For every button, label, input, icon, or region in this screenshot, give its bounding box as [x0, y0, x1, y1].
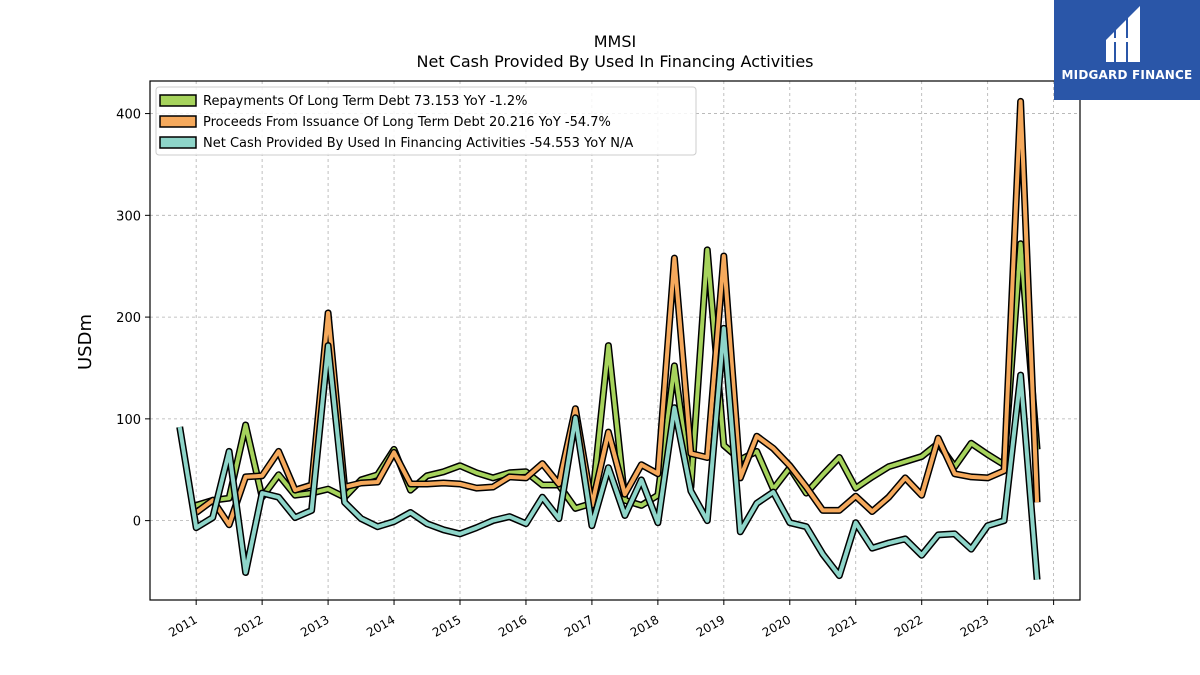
x-tick-label: 2018 [628, 612, 661, 639]
legend-label-1: Proceeds From Issuance Of Long Term Debt… [203, 115, 611, 130]
x-tick-label: 2016 [496, 612, 529, 639]
legend-swatch-2 [159, 136, 197, 149]
x-tick-label: 2013 [298, 612, 331, 639]
legend-label-2: Net Cash Provided By Used In Financing A… [203, 136, 633, 151]
legend-label-0: Repayments Of Long Term Debt 73.153 YoY … [203, 94, 528, 109]
series-line-0 [195, 241, 1040, 511]
x-tick-label: 2017 [562, 612, 595, 639]
series-lines [176, 97, 1041, 580]
y-axis-label: USDm [75, 314, 96, 370]
x-tick-label: 2022 [892, 612, 925, 639]
x-tick-label: 2012 [232, 612, 265, 639]
legend-frame [155, 86, 697, 156]
series-line-2 [177, 326, 1040, 580]
brand-name: MIDGARD FINANCE [1061, 68, 1193, 82]
gridlines [150, 81, 1080, 600]
chart-subtitle: Net Cash Provided By Used In Financing A… [416, 52, 813, 71]
y-tick-label: 200 [116, 311, 141, 326]
x-tick-label: 2020 [760, 612, 793, 639]
x-tick-label: 2024 [1024, 612, 1057, 639]
x-tick-label: 2021 [826, 612, 859, 639]
legend: Repayments Of Long Term Debt 73.153 YoY … [155, 86, 697, 156]
y-tick-label: 300 [116, 209, 141, 224]
plot-frame [149, 80, 1081, 601]
axes: 0 100 200 300 400 2011 2012 2013 2014 2015 2016 201… [116, 108, 1057, 640]
y-tick-label: 100 [116, 413, 141, 428]
x-tick-label: 2023 [958, 612, 991, 639]
logo-icon [1106, 6, 1140, 62]
x-tick-label: 2015 [430, 612, 463, 639]
legend-swatch-1 [159, 115, 197, 128]
y-tick-label: 400 [116, 108, 141, 123]
y-tick-label: 0 [133, 515, 141, 530]
x-tick-label: 2019 [694, 612, 727, 639]
x-tick-label: 2014 [364, 612, 397, 639]
legend-swatch-0 [159, 94, 197, 107]
brand-logo: MIDGARD FINANCE [1054, 0, 1200, 100]
chart-title: MMSI [594, 32, 636, 51]
x-tick-label: 2011 [166, 612, 199, 639]
